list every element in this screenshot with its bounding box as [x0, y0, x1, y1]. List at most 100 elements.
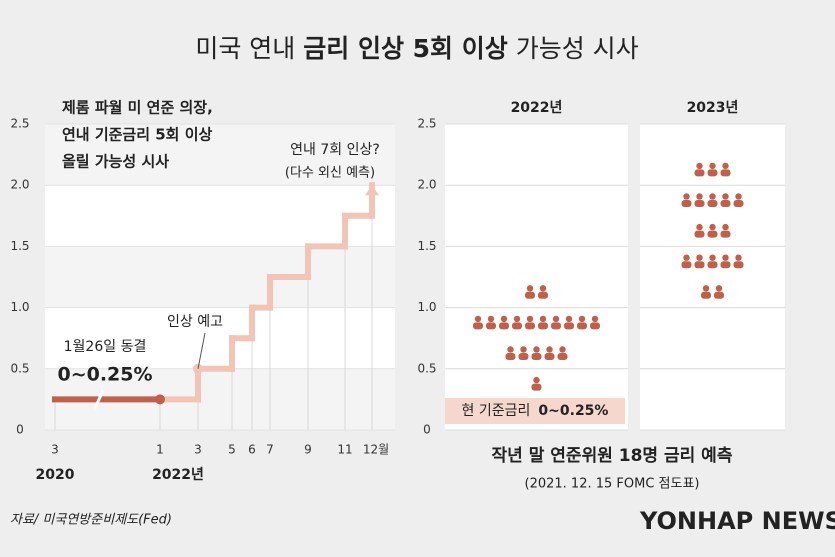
icon-body	[701, 291, 711, 299]
icon-body	[720, 200, 731, 207]
icon-head	[709, 162, 716, 170]
x-tick-label: 5	[228, 443, 236, 457]
rate-box	[445, 398, 625, 424]
year-label: 2022년	[152, 467, 204, 483]
member-dot	[701, 285, 711, 299]
icon-head	[507, 346, 514, 353]
watermark: YONHAP NEWS	[639, 507, 835, 535]
icon-head	[546, 346, 553, 353]
icon-body	[499, 322, 509, 330]
icon-body	[707, 200, 718, 207]
icon-head	[696, 254, 703, 261]
member-dot	[473, 315, 483, 330]
rate-value: 0~0.25%	[538, 403, 608, 419]
y-tick-label: 1.0	[10, 300, 29, 314]
axis-break	[93, 389, 105, 410]
x-tick-label: 1	[156, 443, 164, 457]
member-dot	[720, 223, 731, 238]
icon-head	[715, 285, 723, 292]
icon-head	[709, 254, 716, 261]
member-dot	[551, 315, 561, 330]
member-dot	[733, 193, 744, 207]
icon-body	[694, 169, 705, 177]
icon-head	[520, 346, 527, 353]
y-tick-label: 0.5	[417, 361, 436, 375]
icon-head	[591, 315, 599, 323]
freeze-label: 1월26일 동결	[64, 339, 147, 355]
forecast: 연내 7회 인상?	[290, 142, 380, 158]
member-dot	[694, 193, 705, 207]
icon-head	[526, 315, 534, 323]
member-dot	[707, 254, 718, 269]
step-arrow	[365, 185, 379, 196]
member-dot	[531, 346, 542, 360]
icon-head	[709, 193, 716, 200]
icon-head	[696, 162, 703, 170]
icon-body	[473, 322, 483, 330]
member-dot	[531, 376, 542, 391]
icon-head	[696, 193, 703, 200]
icon-body	[681, 200, 692, 207]
icon-head	[722, 254, 729, 261]
icon-head	[533, 346, 540, 353]
icon-body	[714, 291, 724, 299]
icon-body	[538, 322, 548, 330]
icon-body	[707, 230, 718, 238]
icon-head	[735, 254, 742, 261]
band	[45, 185, 395, 247]
icon-body	[538, 291, 548, 299]
x-tick-label: 3	[194, 443, 202, 457]
member-dot	[681, 254, 692, 269]
member-dot	[512, 315, 522, 330]
icon-head	[696, 223, 703, 231]
member-dot	[505, 346, 516, 360]
member-dot	[564, 315, 574, 330]
icon-body	[720, 261, 731, 269]
footer-title: 작년 말 연준위원 18명 금리 예측	[492, 445, 733, 466]
member-dot	[538, 285, 548, 299]
member-dot	[590, 315, 600, 330]
member-dot	[694, 254, 705, 269]
note-line: 올릴 가능성 시사	[62, 153, 169, 171]
icon-body	[694, 200, 705, 207]
rate-label: 현 기준금리	[462, 403, 531, 419]
x-tick-label: 7	[266, 443, 274, 457]
member-dot	[694, 223, 705, 238]
icon-head	[513, 315, 521, 323]
icon-body	[590, 322, 600, 330]
source: 자료/ 미국연방준비제도(Fed)	[10, 513, 172, 528]
x-tick-label: 11	[337, 443, 352, 457]
year-label: 2020	[36, 467, 75, 483]
member-dot	[544, 346, 555, 360]
icon-body	[694, 261, 705, 269]
y-tick-label: 0	[423, 423, 431, 437]
icon-head	[539, 285, 547, 292]
member-dot	[486, 315, 496, 330]
member-dot	[499, 315, 509, 330]
icon-head	[683, 193, 690, 200]
x-tick-label: 12월	[363, 443, 389, 457]
icon-body	[525, 322, 535, 330]
icon-head	[683, 254, 690, 261]
note-line: 연내 기준금리 5회 이상	[62, 126, 213, 144]
title-part: 가능성 시사	[516, 34, 639, 63]
icon-head	[474, 315, 482, 323]
y-tick-label: 2.0	[10, 178, 29, 192]
icon-body	[694, 230, 705, 238]
member-dot	[720, 193, 731, 207]
title: 미국 연내 금리 인상 5회 이상 가능성 시사	[195, 34, 638, 63]
title-part: 미국 연내	[195, 34, 295, 63]
icon-head	[559, 346, 566, 353]
y-tick-label: 2.5	[417, 117, 436, 131]
member-dot	[681, 193, 692, 207]
icon-body	[505, 353, 516, 360]
icon-body	[577, 322, 587, 330]
icon-head	[565, 315, 573, 323]
icon-head	[578, 315, 586, 323]
member-dot	[525, 285, 535, 299]
y-tick-label: 1.5	[417, 239, 436, 253]
member-dot	[694, 162, 705, 177]
column-header: 2022년	[511, 100, 563, 116]
